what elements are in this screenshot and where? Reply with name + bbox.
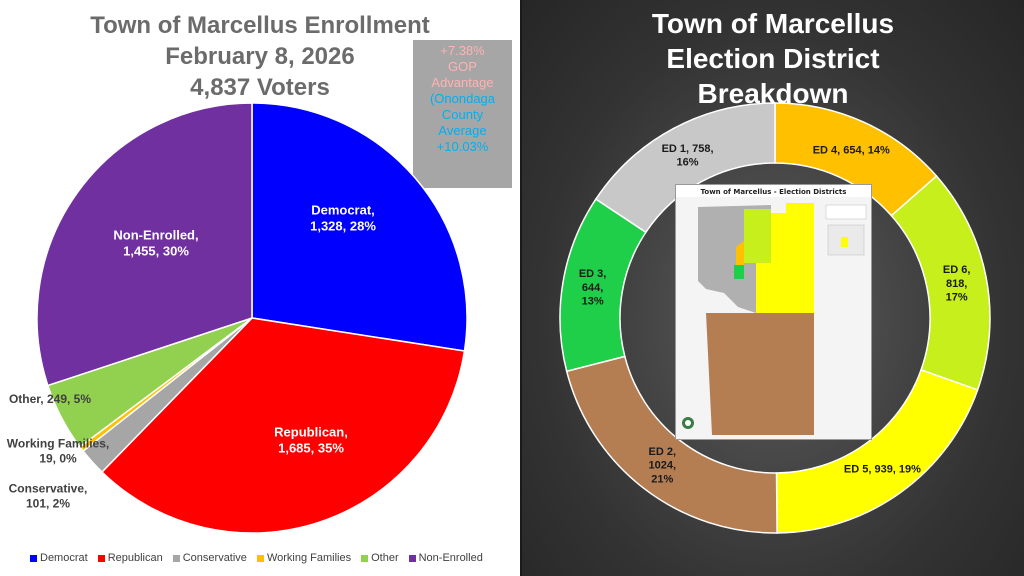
enrollment-legend: Democrat Republican Conservative Working Fa… [30,552,510,564]
legend-item-working-families: Working Families [256,552,352,564]
pie-slice-non-enrolled [36,102,253,387]
enrollment-pie-chart: Democrat, 1,328, 28% Republican, 1,685, 35%… [7,102,468,534]
legend-swatch-other [361,554,369,562]
ring-label-ed-3: ED 3, 644, 13% [579,268,607,308]
callout-county-line-4: +10.03% [436,139,489,154]
legend-swatch-democrat [30,554,37,562]
pie-label-democrat: Democrat, 1,328, 28% [310,202,376,233]
ring-label-ed-4: ED 4, 654, 14% [813,144,890,156]
legend-item-democrat: Democrat [30,552,88,564]
pie-slice-republican [100,317,466,534]
callout-gop-line-2: GOP [448,59,477,74]
district-title-line-1: Town of Marcellus [651,8,895,39]
enrollment-title-line-3: 4,837 Voters [190,74,330,101]
legend-label-democrat: Democrat [40,552,88,564]
legend-label-other: Other [371,552,399,564]
district-doughnut-chart: ED 4, 654, 14% ED 6, 818, 17% ED 5, 939, 19%… [559,102,991,534]
pie-label-republican: Republican, 1,685, 35% [274,424,348,455]
enrollment-chart-title: Town of Marcellus Enrollment February 8,… [40,10,480,103]
legend-item-republican: Republican [97,552,163,564]
legend-label-conservative: Conservative [182,552,247,564]
legend-label-working-families: Working Families [266,552,352,564]
legend-swatch-conservative [172,554,180,562]
pie-label-conservative: Conservative, 101, 2% [9,482,88,511]
ring-slice-ed-6 [890,174,991,391]
callout-gop-line-1: +7.38% [440,43,485,58]
pie-slice-democrat [251,102,468,352]
ring-label-ed-1: ED 1, 758, 16% [662,143,714,169]
ring-label-ed-2: ED 2, 1024, 21% [648,446,676,486]
pie-label-working-families: Working Families, 19, 0% [7,437,109,466]
legend-label-non-enrolled: Non-Enrolled [418,552,483,564]
pie-label-other: Other, 249, 5% [9,392,91,406]
legend-label-republican: Republican [107,552,163,564]
election-district-map: Town of Marcellus - Election Districts [675,184,872,440]
legend-swatch-working-families [256,554,264,562]
panel-divider [520,0,522,576]
district-title-line-2: Election District [666,43,880,74]
legend-item-conservative: Conservative [172,552,247,564]
callout-county-line-2: County [441,107,484,122]
callout-county-line-3: Average [438,123,487,138]
legend-swatch-republican [97,554,105,562]
pie-label-non-enrolled: Non-Enrolled, 1,455, 30% [113,227,198,258]
district-chart-title: Town of Marcellus Election District Brea… [522,6,1024,111]
enrollment-title-line-2: February 8, 2026 [165,43,355,70]
legend-item-other: Other [361,552,399,564]
enrollment-title-line-1: Town of Marcellus Enrollment [90,12,430,39]
gop-advantage-callout: +7.38% GOP Advantage (Onondaga County Av… [413,40,512,188]
legend-swatch-non-enrolled [408,554,416,562]
district-map-image [676,197,871,439]
legend-item-non-enrolled: Non-Enrolled [408,552,483,564]
ring-label-ed-6: ED 6, 818, 17% [943,264,971,304]
map-title: Town of Marcellus - Election Districts [700,188,847,196]
ring-label-ed-5: ED 5, 939, 19% [844,463,921,475]
callout-gop-line-3: Advantage [431,75,494,90]
callout-county-line-1: (Onondaga [429,91,496,106]
